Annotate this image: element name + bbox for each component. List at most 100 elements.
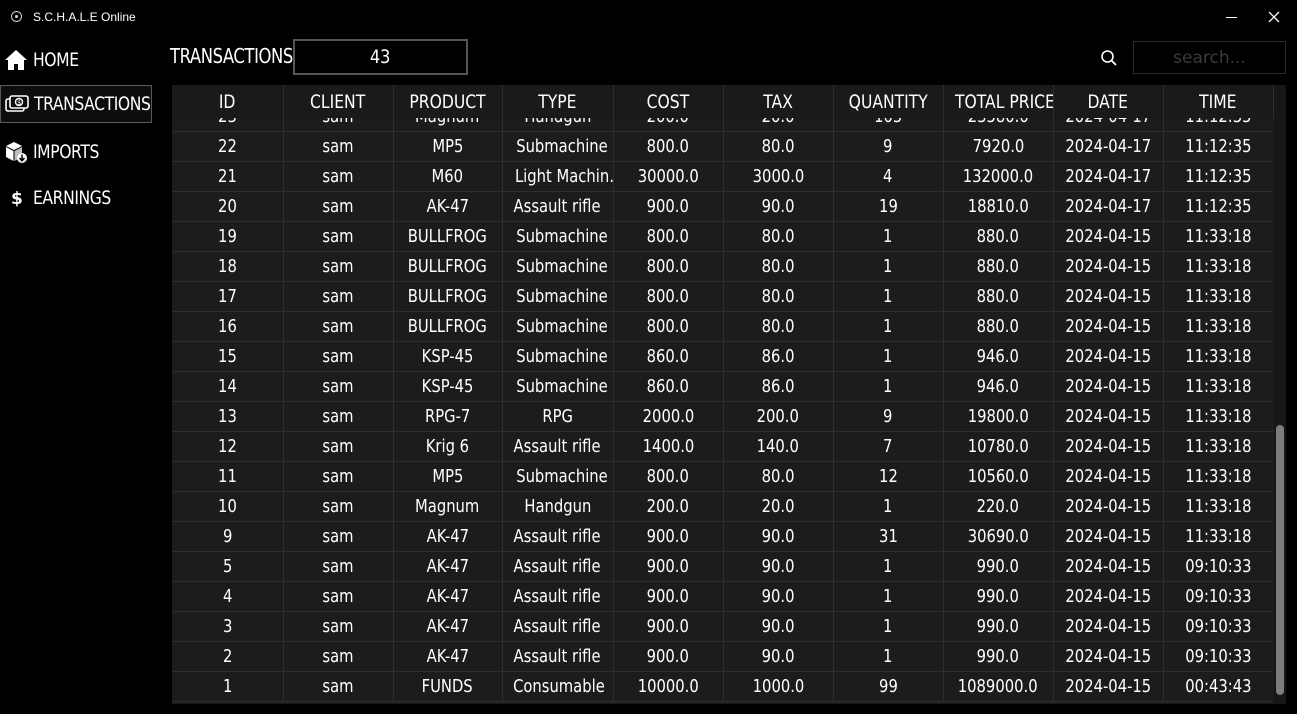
cell-date: 2024-04-15 bbox=[1053, 281, 1164, 312]
table-row[interactable]: 20 sam AK-47 Assault rifle 900.0 90.0 19 18810.… bbox=[172, 191, 1273, 222]
table-row[interactable]: 23samMagnumHandgun200.020.010523580.0202… bbox=[172, 118, 1273, 132]
table-row[interactable]: 13 sam RPG-7 RPG 2000.0 200.0 9 19800.0 2024-04-… bbox=[172, 401, 1273, 432]
table-row[interactable]: 10 sam Magnum Handgun 200.0 20.0 1 220.0 2024-04… bbox=[172, 491, 1273, 522]
sidebar-item-imports[interactable]: IMPORTS bbox=[0, 133, 152, 171]
column-header-id[interactable]: ID bbox=[172, 85, 284, 118]
cell-tax: 80.0 bbox=[723, 131, 834, 162]
cell-type: Submachine g… bbox=[502, 341, 614, 372]
column-header-client[interactable]: CLIENT bbox=[283, 85, 394, 118]
cell-cost: 800.0 bbox=[613, 461, 724, 492]
column-header-quantity[interactable]: QUANTITY bbox=[833, 85, 944, 118]
cell-cost: 200.0 bbox=[613, 118, 724, 132]
minimize-icon bbox=[1225, 16, 1237, 18]
cell-cost: 900.0 bbox=[613, 581, 724, 612]
cell-product: RPG-7 bbox=[393, 401, 503, 432]
cell-time: 11:33:18 bbox=[1163, 401, 1273, 432]
sidebar-item-transactions[interactable]: $ TRANSACTIONS bbox=[0, 85, 152, 123]
search-input[interactable] bbox=[1133, 41, 1286, 74]
table-row[interactable]: 3 sam AK-47 Assault rifle 900.0 90.0 1 990.0 202… bbox=[172, 611, 1273, 642]
cell-date: 2024-04-15 bbox=[1053, 461, 1164, 492]
cell-type: Handgun bbox=[502, 491, 614, 522]
table-row[interactable]: 12 sam Krig 6 Assault rifle 1400.0 140.0 7 1078… bbox=[172, 431, 1273, 462]
table-body[interactable]: 23samMagnumHandgun200.020.010523580.0202… bbox=[172, 118, 1273, 704]
cell-total-price: 990.0 bbox=[943, 551, 1054, 582]
column-header-time[interactable]: TIME bbox=[1163, 85, 1274, 118]
cell-product: AK-47 bbox=[393, 641, 503, 672]
cell-quantity: 1 bbox=[833, 371, 944, 402]
cell-cost: 800.0 bbox=[613, 251, 724, 282]
column-header-total-price[interactable]: TOTAL PRICE bbox=[943, 85, 1054, 118]
cell-product: BULLFROG bbox=[393, 221, 503, 252]
cell-client: sam bbox=[283, 401, 394, 432]
cell-quantity: 1 bbox=[833, 491, 944, 522]
column-header-product[interactable]: PRODUCT bbox=[393, 85, 503, 118]
minimize-button[interactable] bbox=[1209, 0, 1253, 34]
cell-quantity: 1 bbox=[833, 251, 944, 282]
cell-total-price: 10560.0 bbox=[943, 461, 1054, 492]
cell-date: 2024-04-15 bbox=[1053, 371, 1164, 402]
cell-tax: 86.0 bbox=[723, 371, 834, 402]
cell-total-price: 19800.0 bbox=[943, 401, 1054, 432]
column-header-date[interactable]: DATE bbox=[1053, 85, 1164, 118]
cell-date: 2024-04-15 bbox=[1053, 311, 1164, 342]
cell-total-price: 23580.0 bbox=[943, 118, 1054, 132]
cell-client: sam bbox=[283, 671, 394, 702]
column-header-tax[interactable]: TAX bbox=[723, 85, 834, 118]
cell-product: KSP-45 bbox=[393, 341, 503, 372]
cell-time: 09:10:33 bbox=[1163, 551, 1273, 582]
column-header-cost[interactable]: COST bbox=[613, 85, 724, 118]
cell-cost: 10000.0 bbox=[613, 671, 724, 702]
cell-product: MP5 bbox=[393, 131, 503, 162]
cell-time: 00:43:43 bbox=[1163, 671, 1273, 702]
table-scrollbar[interactable] bbox=[1274, 85, 1286, 704]
cell-id: 5 bbox=[172, 551, 284, 582]
cell-id: 4 bbox=[172, 581, 284, 612]
cell-cost: 900.0 bbox=[613, 611, 724, 642]
cell-date: 2024-04-17 bbox=[1053, 131, 1164, 162]
table-row[interactable]: 2 sam AK-47 Assault rifle 900.0 90.0 1 990.0 202… bbox=[172, 641, 1273, 672]
cell-cost: 1400.0 bbox=[613, 431, 724, 462]
cell-cost: 900.0 bbox=[613, 551, 724, 582]
table-row[interactable]: 21 sam M60 Light Machin… 30000.0 3000.0 4 13200… bbox=[172, 161, 1273, 192]
table-row[interactable]: 1 sam FUNDS Consumable 10000.0 1000.0 99 108900… bbox=[172, 671, 1273, 702]
cell-time: 11:12:35 bbox=[1163, 161, 1273, 192]
search-icon[interactable] bbox=[1100, 49, 1118, 67]
cell-product: BULLFROG bbox=[393, 311, 503, 342]
cell-tax: 20.0 bbox=[723, 491, 834, 522]
cell-type: Assault rifle bbox=[502, 551, 614, 582]
table-row[interactable]: 9 sam AK-47 Assault rifle 900.0 90.0 31 30690.0… bbox=[172, 521, 1273, 552]
cell-quantity: 99 bbox=[833, 671, 944, 702]
sidebar-item-earnings[interactable]: $ EARNINGS bbox=[0, 179, 152, 217]
cell-date: 2024-04-15 bbox=[1053, 401, 1164, 432]
cell-total-price: 220.0 bbox=[943, 491, 1054, 522]
cell-product: AK-47 bbox=[393, 581, 503, 612]
column-header-type[interactable]: TYPE bbox=[502, 85, 614, 118]
cell-client: sam bbox=[283, 221, 394, 252]
table-row[interactable]: 5 sam AK-47 Assault rifle 900.0 90.0 1 990.0 202… bbox=[172, 551, 1273, 582]
cell-client: sam bbox=[283, 521, 394, 552]
cell-quantity: 1 bbox=[833, 281, 944, 312]
cell-id: 16 bbox=[172, 311, 284, 342]
cell-tax: 140.0 bbox=[723, 431, 834, 462]
sidebar-item-home[interactable]: HOME bbox=[0, 41, 152, 79]
scrollbar-thumb[interactable] bbox=[1276, 425, 1284, 695]
cell-quantity: 19 bbox=[833, 191, 944, 222]
cell-client: sam bbox=[283, 581, 394, 612]
table-row[interactable]: 4 sam AK-47 Assault rifle 900.0 90.0 1 990.0 202… bbox=[172, 581, 1273, 612]
cell-client: sam bbox=[283, 461, 394, 492]
cell-time: 11:12:35 bbox=[1163, 118, 1273, 132]
cell-total-price: 990.0 bbox=[943, 611, 1054, 642]
cell-quantity: 1 bbox=[833, 581, 944, 612]
close-button[interactable] bbox=[1252, 0, 1296, 34]
cell-id: 13 bbox=[172, 401, 284, 432]
sidebar-item-label: IMPORTS bbox=[33, 141, 99, 163]
cell-cost: 900.0 bbox=[613, 521, 724, 552]
